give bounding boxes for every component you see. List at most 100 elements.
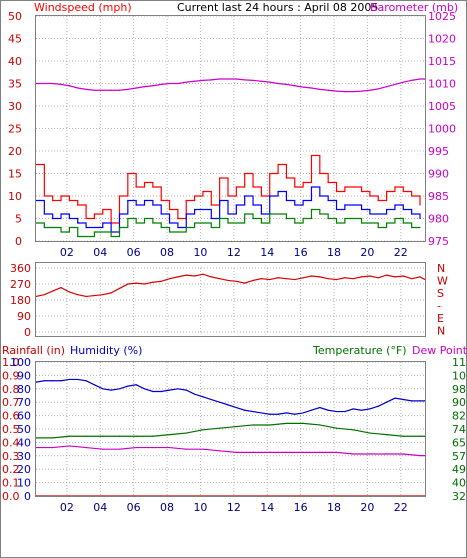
y-tick-label: 1010: [428, 78, 456, 91]
rainfall-axis-ticks: 0.00.10.20.30.40.50.60.70.80.91.0: [2, 356, 20, 503]
wind-direction-point: [277, 277, 279, 279]
barometer-point: [411, 79, 413, 81]
wind-gust-point: [52, 199, 54, 202]
x-tick-label: 14: [260, 501, 274, 514]
wind-gust-point: [369, 195, 371, 197]
temperature-point: [352, 429, 354, 431]
humidity-point: [360, 409, 363, 411]
wind-gust-line: [36, 154, 421, 224]
barometer-point: [260, 80, 262, 82]
humidity-point: [68, 378, 70, 381]
wind-low-point: [102, 231, 104, 233]
wind-direction-point: [210, 276, 212, 278]
temperature-point: [152, 435, 154, 437]
dewpoint-point: [369, 453, 371, 455]
barometer-point: [377, 88, 379, 90]
wind-gust-point: [269, 172, 271, 175]
wind-panel-x-ticks: 02 04 06 08 10 12 14 16 18 20 22: [60, 246, 408, 259]
wind-gust-point: [152, 186, 154, 188]
humidity-point: [219, 401, 221, 403]
y-tick-label: 0.6: [2, 410, 20, 423]
x-tick-label: 04: [93, 501, 107, 514]
wind-low-point: [110, 235, 112, 238]
temperature-point: [285, 422, 288, 424]
wind-gust-point: [302, 181, 304, 184]
compass-label: N: [437, 325, 445, 338]
dewpoint-line: [36, 445, 425, 457]
wind-direction-point: [202, 273, 204, 275]
barometer-point: [185, 81, 187, 83]
y-tick-label: 50: [8, 10, 22, 23]
wind-gust-point: [252, 186, 254, 188]
wind-direction-point: [118, 287, 121, 290]
wind-average-point: [419, 217, 421, 220]
y-tick-label: 90: [452, 396, 466, 409]
x-tick-label: 02: [60, 501, 74, 514]
x-tick-label: 20: [360, 501, 374, 514]
barometer-point: [43, 82, 45, 85]
wind-gust-point: [277, 163, 279, 166]
temperature-point: [68, 435, 70, 437]
direction-panel-left-ticks: 0 90 180 270 360: [10, 262, 31, 339]
humidity-point: [127, 385, 129, 387]
x-tick-label: 16: [294, 501, 308, 514]
wind-low-point: [419, 226, 421, 229]
y-tick-label: 1000: [428, 123, 456, 136]
wind-panel-right-ticks: 975 980 985 990 995 1000 1005 1010 1015 1020 1025: [428, 10, 456, 248]
wind-gust-point: [411, 195, 413, 197]
wind-gust-point: [244, 172, 246, 175]
humidity-point: [227, 404, 229, 406]
direction-panel-frame: [35, 262, 426, 337]
y-tick-label: 1.0: [2, 356, 20, 369]
barometer-point: [102, 89, 104, 91]
wind-gust-point: [194, 195, 196, 197]
humidity-point: [327, 409, 329, 411]
wind-gust-point: [85, 217, 87, 220]
dewpoint-point: [219, 450, 221, 452]
humidity-point: [269, 413, 271, 415]
wind-low-point: [327, 217, 329, 220]
temperature-point: [302, 422, 304, 424]
humidity-point: [352, 408, 354, 410]
wind-gust-point: [360, 190, 363, 193]
wind-average-point: [168, 222, 171, 224]
humidity-line: [35, 378, 425, 415]
humidity-point: [135, 384, 137, 386]
barometer-point: [168, 82, 171, 85]
y-tick-label: 90: [17, 369, 31, 382]
wind-average-point: [269, 195, 271, 197]
wind-low-point: [85, 235, 87, 238]
wind-low-point: [244, 213, 246, 215]
compass-label: E: [437, 312, 444, 325]
wind-average-point: [93, 226, 96, 229]
x-tick-label: 06: [127, 246, 141, 259]
wind-low-point: [411, 226, 413, 229]
barometer-point: [402, 81, 404, 83]
y-tick-label: 0.0: [2, 490, 20, 503]
wind-gust-point: [202, 190, 204, 193]
wind-gust-point: [143, 181, 146, 184]
y-tick-label: 40: [17, 436, 31, 449]
wind-direction-point: [335, 278, 338, 281]
y-tick-label: 0: [24, 326, 31, 339]
x-tick-label: 08: [160, 246, 174, 259]
dewpoint-point: [319, 451, 321, 454]
wind-low-point: [386, 222, 388, 224]
wind-average-point: [210, 217, 212, 220]
barometer-point: [294, 85, 296, 87]
barometer-point: [360, 90, 363, 92]
y-tick-label: 1015: [428, 55, 456, 68]
barometer-point: [344, 91, 346, 93]
y-tick-label: 35: [8, 78, 22, 91]
humidity-panel-frame: [35, 361, 426, 497]
wind-direction-point: [177, 276, 179, 278]
y-tick-label: 0.8: [2, 383, 20, 396]
humidity-point: [43, 380, 45, 382]
y-tick-label: 115: [452, 356, 467, 369]
wind-direction-point: [135, 282, 137, 284]
humidity-point: [202, 396, 204, 398]
wind-average-point: [335, 208, 338, 211]
y-tick-label: 975: [428, 235, 449, 248]
